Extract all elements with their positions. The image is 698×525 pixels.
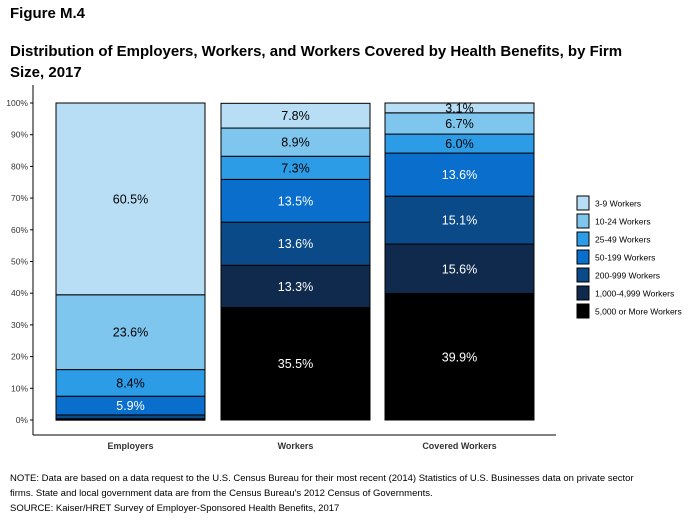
legend-swatch-50-199-workers [576, 249, 590, 265]
note-line-1: NOTE: Data are based on a data request t… [10, 473, 634, 484]
source-line: SOURCE: Kaiser/HRET Survey of Employer-S… [10, 503, 340, 514]
y-tick-label: 90% [11, 130, 28, 140]
data-label: 15.6% [442, 262, 477, 276]
figure-label: Figure M.4 [10, 5, 86, 22]
data-label: 23.6% [113, 326, 148, 340]
bar-segment-workers-5-000-or-more-workers [220, 306, 371, 421]
bar-segment-workers-1-000-4-999-workers [220, 264, 371, 308]
note-line-2: firms. State and local government data a… [10, 488, 433, 499]
legend-swatch-3-9-workers [576, 195, 590, 211]
data-label: 7.3% [281, 161, 310, 175]
data-label: 6.0% [445, 137, 474, 151]
data-label: 60.5% [113, 192, 148, 206]
legend-label: 200-999 Workers [595, 271, 660, 281]
data-label: 6.7% [445, 117, 474, 131]
bar-segment-workers-3-9-workers [220, 102, 371, 129]
legend-swatch-25-49-workers [576, 231, 590, 247]
data-label: 13.5% [278, 194, 313, 208]
data-label: 13.6% [442, 168, 477, 182]
legend-label: 50-199 Workers [595, 253, 655, 263]
bar-segment-workers-10-24-workers [220, 127, 371, 157]
legend-label: 1,000-4,999 Workers [595, 289, 674, 299]
data-label: 39.9% [442, 350, 477, 364]
data-label: 7.8% [281, 109, 310, 123]
legend-swatch-200-999-workers [576, 267, 590, 283]
y-tick-label: 30% [11, 320, 28, 330]
legend-swatch-1-000-4-999-workers [576, 285, 590, 301]
data-label: 3.1% [445, 101, 474, 115]
data-label: 13.3% [278, 280, 313, 294]
legend-label: 10-24 Workers [595, 217, 651, 227]
chart-title: Distribution of Employers, Workers, and … [10, 43, 623, 81]
data-label: 8.9% [281, 136, 310, 150]
bar-segment-covered-workers-3-9-workers [384, 102, 535, 114]
x-tick-label: Employers [107, 441, 153, 451]
bar-segment-workers-200-999-workers [220, 221, 371, 266]
data-label: 5.9% [116, 399, 145, 413]
legend-swatch-10-24-workers [576, 213, 590, 229]
legend-label: 25-49 Workers [595, 235, 651, 245]
bar-segment-employers-200-999-workers [55, 414, 206, 420]
bar-segment-employers-10-24-workers [55, 294, 206, 371]
bar-segment-covered-workers-50-199-workers [384, 152, 535, 197]
stacked-bar-chart: 0% 10% 20% 30% 40% 50% 60% 70% 80% 90% 100% 5.9% 8.4… [6, 85, 682, 451]
bar-segment-employers-25-49-workers [55, 369, 206, 397]
bar-segment-employers-3-9-workers [55, 102, 206, 296]
data-label: 13.6% [278, 237, 313, 251]
data-label: 8.4% [116, 376, 145, 390]
bar-segment-covered-workers-200-999-workers [384, 195, 535, 245]
data-label: 15.1% [442, 214, 477, 228]
y-tick-label: 80% [11, 161, 28, 171]
bar-segment-workers-50-199-workers [220, 178, 371, 223]
legend-label: 5,000 or More Workers [595, 307, 682, 317]
x-tick-label: Covered Workers [422, 441, 496, 451]
x-tick-label: Workers [278, 441, 314, 451]
data-label: 35.5% [278, 357, 313, 371]
legend-label: 3-9 Workers [595, 199, 641, 209]
y-tick-label: 70% [11, 193, 28, 203]
y-tick-label: 0% [16, 415, 29, 425]
chart-notes: NOTE: Data are based on a data request t… [10, 471, 690, 516]
y-tick-label: 100% [6, 98, 28, 108]
y-tick-label: 50% [11, 257, 28, 267]
y-tick-label: 20% [11, 352, 28, 362]
y-tick-label: 60% [11, 225, 28, 235]
y-tick-label: 10% [11, 383, 28, 393]
y-tick-label: 40% [11, 288, 28, 298]
legend-swatch-5-000-or-more-workers [576, 303, 590, 319]
